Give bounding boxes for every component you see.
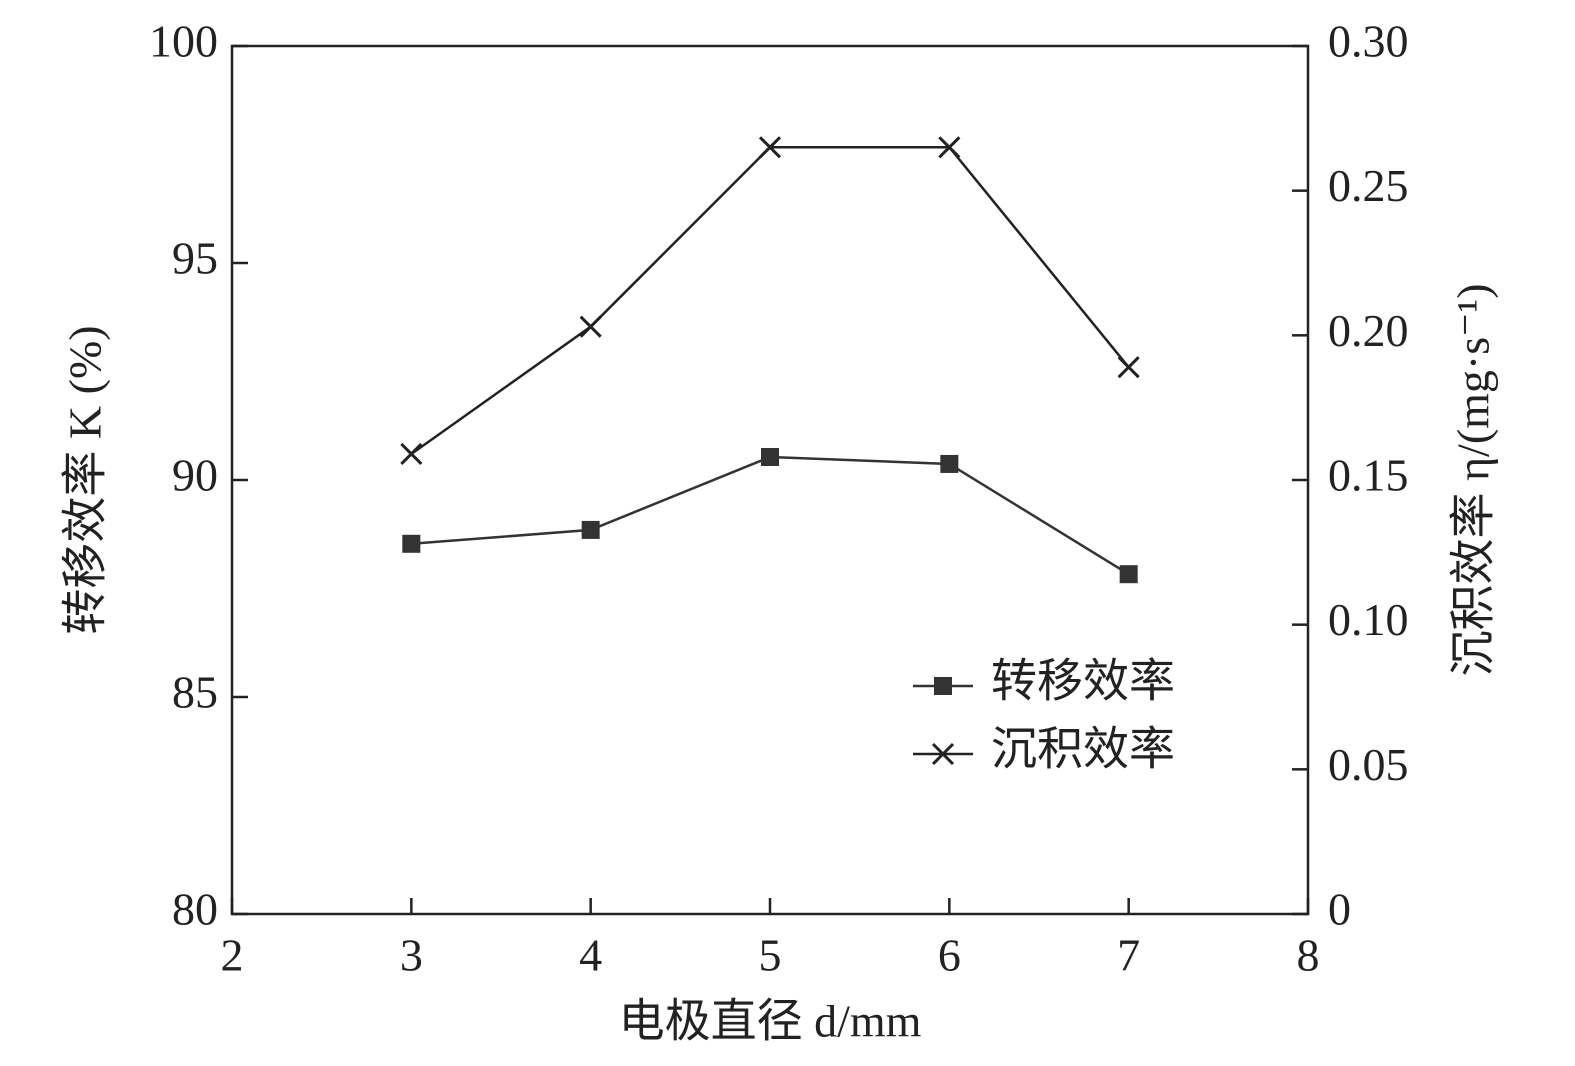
legend-label: 转移效率 [991,656,1175,707]
plot-frame [230,44,1310,916]
data-point [940,454,959,473]
x-tick-label: 3 [400,930,423,981]
data-point [1117,356,1140,379]
y2-tick-label: 0.20 [1328,305,1409,356]
legend-label: 沉积效率 [991,724,1175,775]
data-point [1119,565,1138,584]
data-point [402,534,421,553]
x-tick-label: 2 [221,930,244,981]
y2-tick-label: 0.25 [1328,160,1409,211]
series-line [410,146,1130,455]
legend-marker [931,742,955,766]
x-axis-label: 电极直径 d/mm [619,996,922,1047]
y2-tick-label: 0.10 [1328,594,1409,645]
data-point [758,136,782,159]
data-point [938,136,961,159]
legend-marker [934,677,952,695]
data-point [400,442,423,466]
y-axis-label: 转移效率 K (%) [60,325,111,634]
y2-tick-label: 0.15 [1328,450,1409,501]
x-tick-label: 6 [938,930,961,981]
y-tick-label: 100 [149,16,218,67]
y-tick-label: 95 [172,233,218,284]
x-tick-label: 8 [1297,930,1320,981]
data-point [579,315,602,338]
y-tick-label: 85 [172,667,218,718]
y2-tick-label: 0 [1328,884,1351,935]
y2-tick-label: 0.30 [1328,16,1409,67]
data-point [761,447,779,466]
x-tick-label: 4 [579,930,602,981]
y-tick-label: 90 [172,450,218,501]
x-tick-label: 7 [1117,930,1140,981]
y2-tick-label: 0.05 [1328,739,1409,790]
y-tick-label: 80 [172,884,218,935]
x-tick-label: 5 [759,930,782,981]
data-point [581,520,600,539]
y2-axis-label: 沉积效率 η/(mg·s⁻¹) [1448,283,1499,676]
series-line [411,455,1130,576]
